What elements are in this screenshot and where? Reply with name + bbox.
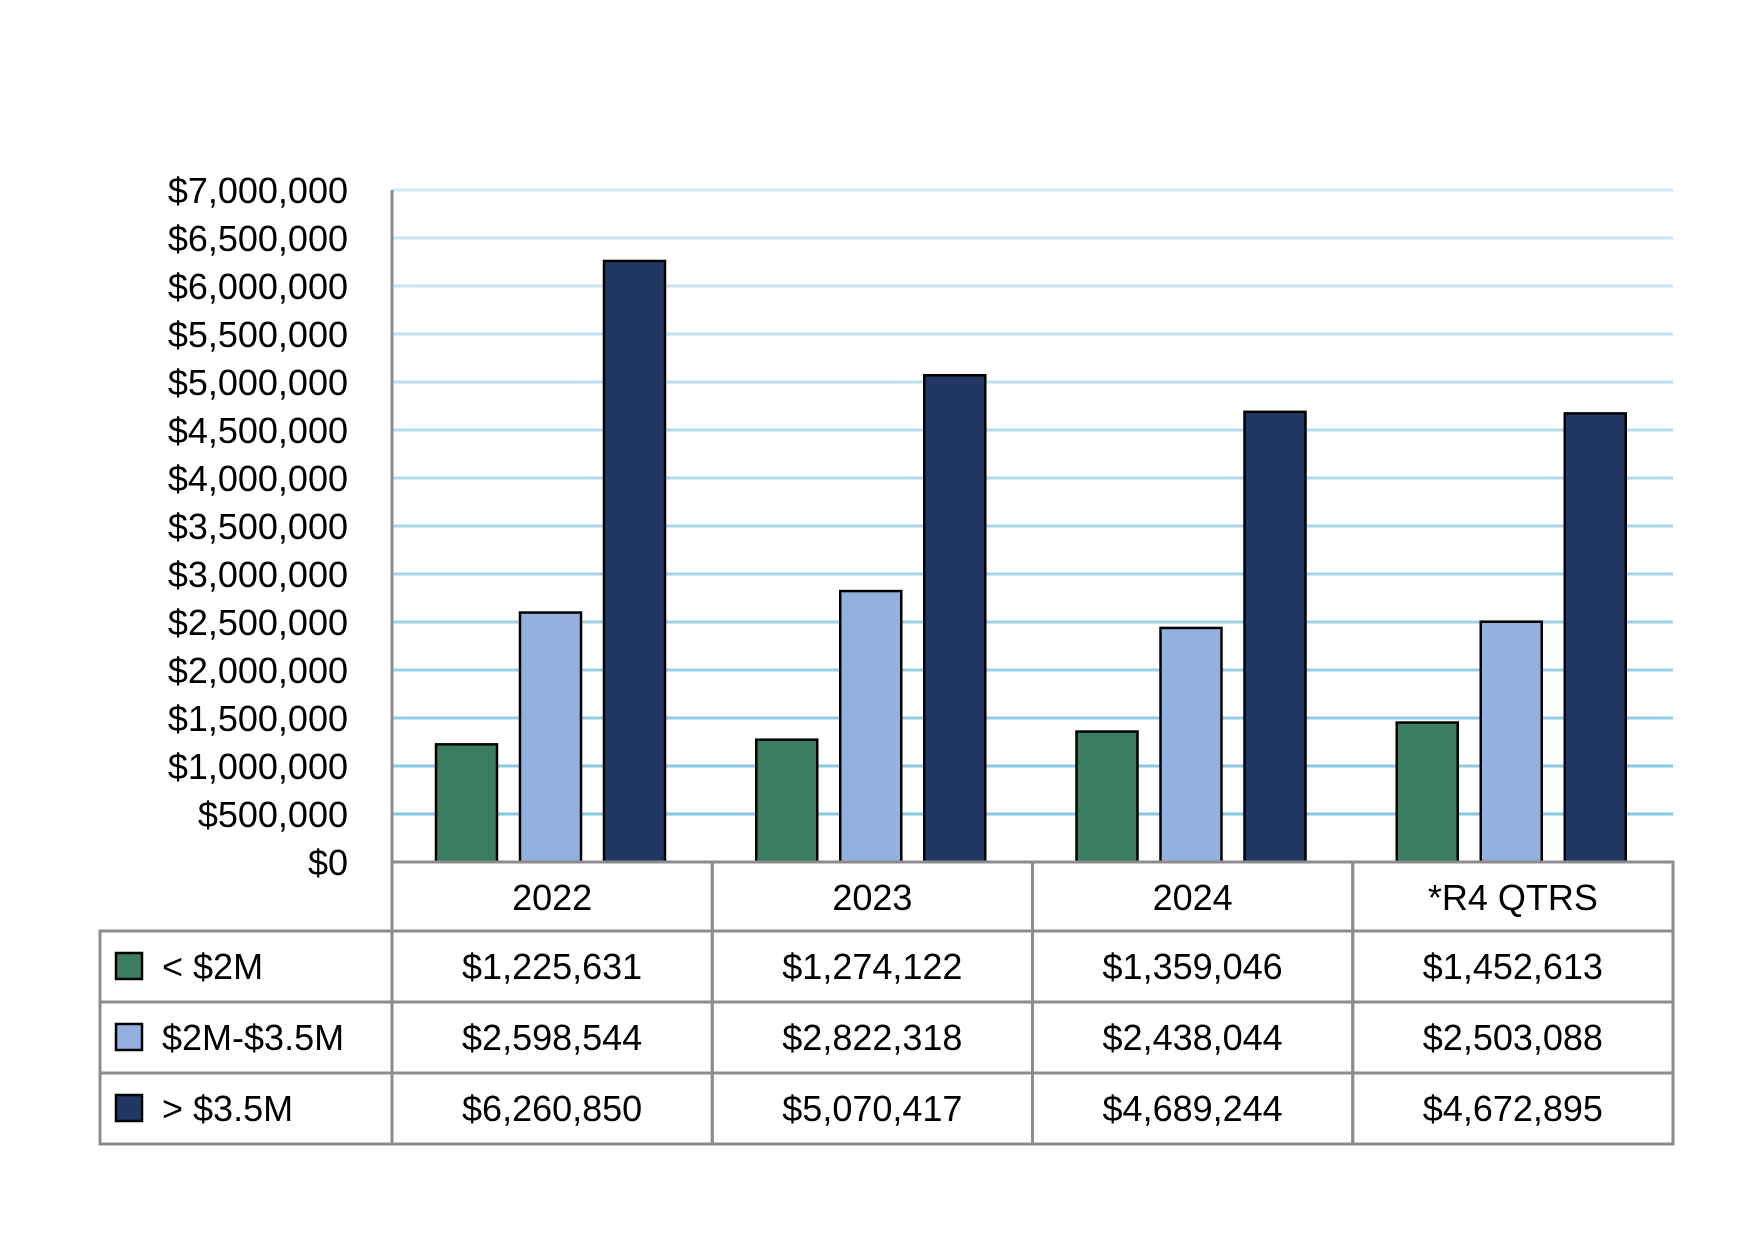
data-value: $1,452,613 [1423,946,1603,987]
y-axis: $0 $500,000 $1,000,000 $1,500,000 $2,000,000… [168,170,394,883]
bar-lt-2m-0 [434,743,499,864]
data-value: $6,260,850 [462,1088,642,1129]
y-tick-label: $5,500,000 [168,314,348,355]
data-value: $2,438,044 [1103,1017,1283,1058]
bar-2m-3-5m-1 [839,589,903,864]
bar-gt-3-5m-2 [1243,410,1307,864]
bar-lt-2m-3 [1395,721,1459,864]
y-tick-label: $7,000,000 [168,170,348,211]
legend-swatch [114,1022,144,1052]
y-tick-label: $3,500,000 [168,506,348,547]
data-value: $2,822,318 [782,1017,962,1058]
category-label: 2022 [512,877,592,918]
bar-gt-3-5m-3 [1563,412,1627,864]
y-tick-label: $500,000 [198,794,348,835]
category-label: 2023 [832,877,912,918]
series-name: $2M-$3.5M [162,1017,344,1058]
bar-gt-3-5m-1 [923,373,987,864]
y-tick-label: $2,000,000 [168,650,348,691]
bar-2m-3-5m-0 [518,611,583,864]
y-tick-label: $4,500,000 [168,410,348,451]
data-value: $2,598,544 [462,1017,642,1058]
bars [434,259,1627,864]
bar-gt-3-5m-0 [602,259,667,864]
y-tick-label: $1,500,000 [168,698,348,739]
y-tick-label: $1,000,000 [168,746,348,787]
legend-swatch [114,1093,144,1123]
data-value: $5,070,417 [782,1088,962,1129]
y-tick-label: $5,000,000 [168,362,348,403]
y-tick-label: $6,500,000 [168,218,348,259]
series-name: < $2M [162,946,263,987]
y-tick-label: $2,500,000 [168,602,348,643]
y-tick-label: $6,000,000 [168,266,348,307]
bar-2m-3-5m-3 [1479,620,1543,864]
bar-lt-2m-2 [1075,730,1139,864]
data-value: $4,672,895 [1423,1088,1603,1129]
bar-lt-2m-1 [755,738,819,864]
data-value: $2,503,088 [1423,1017,1603,1058]
value-cell [1351,1071,1675,1146]
data-value: $1,274,122 [782,946,962,987]
data-table: 2022 2023 2024 *R4 QTRS < $2M $1,225,631 $1,27… [98,860,1675,1146]
y-tick-label: $3,000,000 [168,554,348,595]
category-label: *R4 QTRS [1428,877,1598,918]
legend-swatch [114,951,144,981]
data-value: $1,359,046 [1103,946,1283,987]
bar-2m-3-5m-2 [1159,626,1223,864]
y-tick-label: $4,000,000 [168,458,348,499]
category-label: 2024 [1153,877,1233,918]
series-name: > $3.5M [162,1088,293,1129]
data-value: $4,689,244 [1103,1088,1283,1129]
data-value: $1,225,631 [462,946,642,987]
y-tick-label: $0 [308,842,348,883]
